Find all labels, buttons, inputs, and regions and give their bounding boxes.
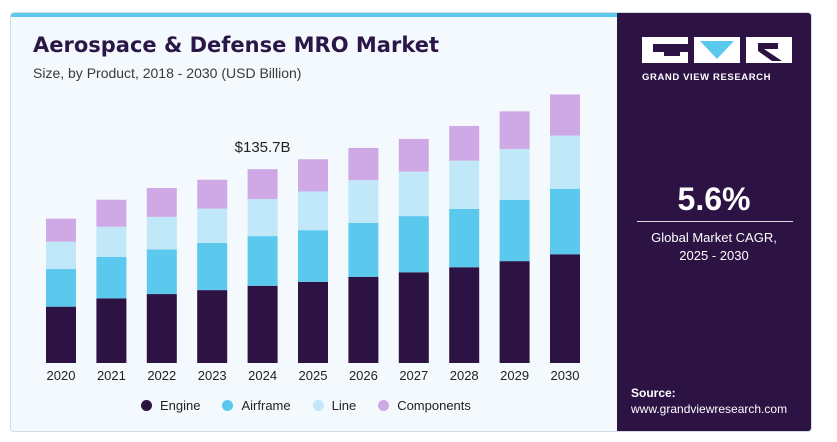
bar-airframe-2026 <box>348 222 379 277</box>
chart-panel: Aerospace & Defense MRO Market Size, by … <box>11 13 617 431</box>
bar-line-2020 <box>46 241 76 270</box>
bar-airframe-2027 <box>398 216 429 273</box>
bar-components-2022 <box>146 188 177 217</box>
bar-line-2029 <box>499 148 530 200</box>
bar-line-2026 <box>348 180 379 223</box>
bar-components-2028 <box>449 125 480 161</box>
bar-airframe-2023 <box>197 242 228 291</box>
chart-subtitle: Size, by Product, 2018 - 2030 (USD Billi… <box>33 65 302 81</box>
bar-engine-2028 <box>449 267 480 363</box>
cagr-label: Global Market CAGR, 2025 - 2030 <box>617 229 811 265</box>
chart-legend: Engine Airframe Line Components <box>141 398 471 413</box>
bar-engine-2027 <box>398 272 429 363</box>
x-tick-label-2026: 2026 <box>349 368 378 383</box>
bar-line-2030 <box>550 135 580 189</box>
bar-line-2025 <box>298 191 328 231</box>
legend-item-components: Components <box>378 398 471 413</box>
legend-item-airframe: Airframe <box>222 398 291 413</box>
bar-engine-2026 <box>348 276 379 363</box>
bar-components-2021 <box>96 199 127 227</box>
legend-item-engine: Engine <box>141 398 200 413</box>
bar-airframe-2022 <box>146 249 177 295</box>
legend-swatch-components <box>378 400 390 411</box>
x-tick-label-2028: 2028 <box>450 368 479 383</box>
x-tick-label-2021: 2021 <box>97 368 126 383</box>
annotation-total-2024: $135.7B <box>235 139 291 156</box>
bar-line-2023 <box>197 208 228 243</box>
info-panel: GRAND VIEW RESEARCH 5.6% Global Market C… <box>617 13 811 431</box>
bar-components-2030 <box>550 94 580 136</box>
x-tick-label-2020: 2020 <box>47 368 76 383</box>
bar-airframe-2030 <box>550 188 580 255</box>
bar-engine-2030 <box>550 254 580 363</box>
legend-label-components: Components <box>397 398 471 413</box>
chart-card: Aerospace & Defense MRO Market Size, by … <box>10 12 812 432</box>
source-url[interactable]: www.grandviewresearch.com <box>631 402 788 416</box>
bar-components-2025 <box>298 159 328 192</box>
gvr-logo-icon <box>642 37 792 63</box>
source-note: Source: www.grandviewresearch.com <box>631 385 787 417</box>
bar-components-2023 <box>197 179 228 209</box>
bar-airframe-2028 <box>449 208 480 268</box>
bar-components-2020 <box>46 218 76 242</box>
x-tick-label-2024: 2024 <box>248 368 277 383</box>
legend-swatch-airframe <box>222 400 234 411</box>
bar-airframe-2021 <box>96 256 127 299</box>
brand-logo: GRAND VIEW RESEARCH <box>642 37 792 83</box>
bar-engine-2021 <box>96 298 127 363</box>
bar-engine-2020 <box>46 306 76 363</box>
bar-airframe-2025 <box>298 230 328 282</box>
chart-title: Aerospace & Defense MRO Market <box>33 33 440 57</box>
bar-line-2027 <box>398 171 429 217</box>
bar-line-2028 <box>449 160 480 209</box>
bar-engine-2024 <box>247 285 278 363</box>
x-tick-label-2030: 2030 <box>551 368 580 383</box>
cagr-value: 5.6% <box>677 181 751 217</box>
legend-item-line: Line <box>312 398 357 413</box>
cagr-divider <box>637 221 793 222</box>
cagr-label-line1: Global Market CAGR, <box>651 230 777 245</box>
stacked-bar-chart: 2020 2021 2022 2023 2024 $135.7B 2025 2026 2027 2… <box>46 94 580 383</box>
bar-components-2024 <box>247 169 278 200</box>
legend-label-engine: Engine <box>160 398 201 413</box>
legend-label-airframe: Airframe <box>241 398 291 413</box>
bar-engine-2025 <box>298 281 328 363</box>
legend-swatch-engine <box>141 400 152 411</box>
bar-engine-2029 <box>499 261 530 363</box>
bar-engine-2022 <box>146 294 177 363</box>
brand-name: GRAND VIEW RESEARCH <box>642 72 772 83</box>
bar-line-2021 <box>96 226 127 257</box>
legend-swatch-line <box>312 400 324 411</box>
bar-engine-2023 <box>197 290 228 363</box>
x-tick-label-2023: 2023 <box>198 368 227 383</box>
bar-airframe-2029 <box>499 199 530 262</box>
bar-components-2029 <box>499 111 530 149</box>
cagr-label-line2: 2025 - 2030 <box>679 248 749 263</box>
legend-label-line: Line <box>331 398 357 413</box>
x-tick-label-2027: 2027 <box>399 368 428 383</box>
x-tick-label-2029: 2029 <box>500 368 529 383</box>
accent-bar <box>11 13 617 17</box>
bar-components-2027 <box>398 138 429 172</box>
bar-airframe-2024 <box>247 236 278 286</box>
bar-components-2026 <box>348 147 379 181</box>
bar-line-2024 <box>247 199 278 237</box>
source-label: Source: <box>631 386 676 400</box>
x-tick-label-2025: 2025 <box>299 368 328 383</box>
bar-line-2022 <box>146 216 177 250</box>
bar-airframe-2020 <box>46 269 76 307</box>
x-tick-label-2022: 2022 <box>147 368 176 383</box>
